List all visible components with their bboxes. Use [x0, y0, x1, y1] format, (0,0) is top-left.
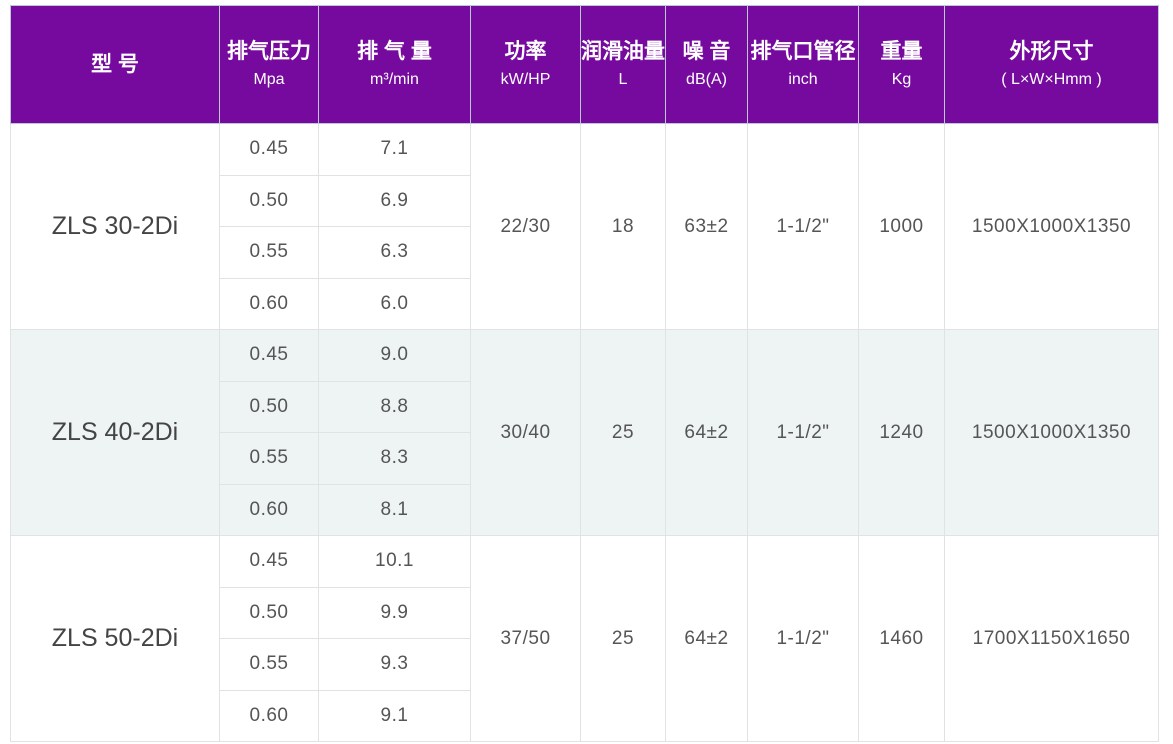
- oil-cell: 25: [580, 535, 666, 742]
- pressure-cell: 0.45: [219, 535, 319, 588]
- flow-cell: 8.1: [318, 483, 471, 536]
- header-oil-label: 润滑油量: [581, 39, 665, 63]
- table-row: 0.55 8.3: [11, 432, 1159, 485]
- model-name: ZLS 30-2Di: [10, 123, 220, 330]
- table-row: ZLS 50-2Di 0.45 10.1 37/50 25 64±2 1-1/2" 1460 1…: [10, 535, 1159, 742]
- pressure-cell: 0.55: [219, 226, 319, 279]
- pressure-cell: 0.55: [219, 432, 319, 485]
- table-row: 0.50 8.8: [11, 380, 1159, 433]
- weight-cell: 1460: [858, 535, 945, 742]
- pressure-cell: 0.50: [219, 586, 319, 639]
- pressure-cell: 0.50: [219, 174, 319, 227]
- flow-cell: 6.0: [318, 277, 471, 330]
- header-dimensions: 外形尺寸 ( L×W×Hmm ): [944, 5, 1159, 124]
- pressure-cell: 0.60: [219, 689, 319, 742]
- header-pressure-label: 排气压力: [227, 39, 311, 63]
- header-power: 功率 kW/HP: [470, 5, 581, 124]
- table-row: 0.60 6.0: [11, 277, 1159, 330]
- table-row: ZLS 40-2Di 0.45 9.0 30/40 25 64±2 1-1/2" 1240 15…: [10, 329, 1159, 536]
- header-flow-label: 排 气 量: [357, 39, 432, 63]
- weight-cell: 1240: [858, 329, 945, 536]
- pressure-cell: 0.60: [219, 277, 319, 330]
- flow-cell: 6.3: [318, 226, 471, 279]
- header-outlet: 排气口管径 inch: [747, 5, 859, 124]
- header-dimensions-unit: ( L×W×Hmm ): [1001, 70, 1102, 88]
- flow-cell: 10.1: [318, 535, 471, 588]
- header-power-unit: kW/HP: [500, 70, 551, 88]
- header-power-label: 功率: [504, 39, 547, 63]
- header-oil-unit: L: [618, 70, 628, 88]
- dimensions-cell: 1500X1000X1350: [944, 329, 1159, 536]
- flow-cell: 8.8: [318, 380, 471, 433]
- table-row: 0.60 9.1: [11, 689, 1159, 742]
- noise-cell: 64±2: [665, 535, 748, 742]
- noise-cell: 63±2: [665, 123, 748, 330]
- pressure-cell: 0.45: [219, 329, 319, 382]
- header-weight-unit: Kg: [891, 70, 912, 88]
- table-row: 0.55 9.3: [11, 638, 1159, 691]
- pressure-cell: 0.60: [219, 483, 319, 536]
- oil-cell: 25: [580, 329, 666, 536]
- table-row: 0.60 8.1: [11, 483, 1159, 536]
- header-flow: 排 气 量 m³/min: [318, 5, 471, 124]
- header-oil: 润滑油量 L: [580, 5, 666, 124]
- dimensions-cell: 1500X1000X1350: [944, 123, 1159, 330]
- oil-cell: 18: [580, 123, 666, 330]
- header-pressure-unit: Mpa: [253, 70, 285, 88]
- header-model: 型 号: [10, 5, 220, 124]
- pressure-cell: 0.55: [219, 638, 319, 691]
- flow-cell: 9.0: [318, 329, 471, 382]
- header-weight: 重量 Kg: [858, 5, 945, 124]
- header-weight-label: 重量: [880, 39, 923, 63]
- outlet-cell: 1-1/2": [747, 123, 859, 330]
- header-outlet-unit: inch: [788, 70, 818, 88]
- flow-cell: 8.3: [318, 432, 471, 485]
- pressure-cell: 0.50: [219, 380, 319, 433]
- header-noise: 噪 音 dB(A): [665, 5, 748, 124]
- outlet-cell: 1-1/2": [747, 535, 859, 742]
- header-flow-unit: m³/min: [370, 70, 419, 88]
- power-cell: 22/30: [470, 123, 581, 330]
- flow-cell: 9.3: [318, 638, 471, 691]
- model-name: ZLS 40-2Di: [10, 329, 220, 536]
- power-cell: 30/40: [470, 329, 581, 536]
- outlet-cell: 1-1/2": [747, 329, 859, 536]
- header-noise-label: 噪 音: [682, 39, 731, 63]
- table-row: 0.50 6.9: [11, 174, 1159, 227]
- flow-cell: 9.1: [318, 689, 471, 742]
- table-row: 0.55 6.3: [11, 226, 1159, 279]
- header-outlet-label: 排气口管径: [750, 39, 856, 63]
- pressure-cell: 0.45: [219, 123, 319, 176]
- header-pressure: 排气压力 Mpa: [219, 5, 319, 124]
- model-name: ZLS 50-2Di: [10, 535, 220, 742]
- flow-cell: 6.9: [318, 174, 471, 227]
- table-row: ZLS 30-2Di 0.45 7.1 22/30 18 63±2 1-1/2" 1000 15…: [10, 123, 1159, 330]
- power-cell: 37/50: [470, 535, 581, 742]
- header-row: 型 号 排气压力 Mpa 排 气 量 m³/min 功率 kW/HP 润滑油量 L 噪 …: [10, 5, 1159, 124]
- weight-cell: 1000: [858, 123, 945, 330]
- flow-cell: 9.9: [318, 586, 471, 639]
- header-noise-unit: dB(A): [686, 70, 727, 88]
- flow-cell: 7.1: [318, 123, 471, 176]
- header-dimensions-label: 外形尺寸: [1009, 39, 1094, 63]
- noise-cell: 64±2: [665, 329, 748, 536]
- dimensions-cell: 1700X1150X1650: [944, 535, 1159, 742]
- table-row: 0.50 9.9: [11, 586, 1159, 639]
- spec-table: 型 号 排气压力 Mpa 排 气 量 m³/min 功率 kW/HP 润滑油量 L 噪 …: [10, 5, 1159, 742]
